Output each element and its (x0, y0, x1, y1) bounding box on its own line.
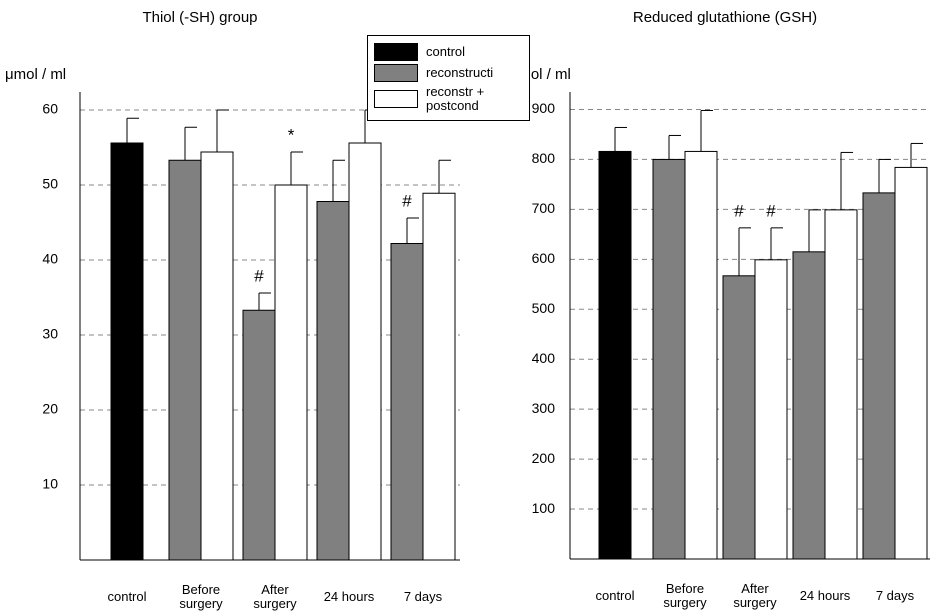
y-tick-label: 300 (532, 400, 556, 416)
x-tick-label: control (595, 588, 635, 603)
legend-swatch (374, 90, 418, 108)
y-tick-label: 200 (532, 450, 556, 466)
y-tick-label: 20 (42, 401, 58, 417)
legend-swatch (374, 43, 418, 61)
bar (348, 142, 382, 561)
bar (652, 158, 686, 560)
legend-label: reconstr + postcond (426, 84, 485, 113)
bar (754, 259, 788, 560)
x-tick-label: control (107, 589, 147, 604)
y-tick-label: 500 (532, 300, 556, 316)
y-tick-label: 900 (532, 100, 556, 116)
x-tick-label: 24 hours (323, 589, 375, 604)
y-tick-label: 40 (42, 251, 58, 267)
bar (274, 184, 308, 561)
y-tick-label: 30 (42, 326, 58, 342)
legend-label: reconstructi (426, 65, 494, 80)
annotation: # (402, 191, 412, 210)
legend-label: control (426, 44, 466, 59)
y-tick-label: 60 (42, 101, 58, 117)
y-tick-label: 100 (532, 500, 556, 516)
annotation: * (288, 125, 295, 144)
bar (792, 251, 826, 560)
annotation: # (766, 201, 776, 220)
bar (722, 275, 756, 560)
x-tick-label: After surgery (733, 581, 777, 610)
bar (824, 209, 858, 560)
chart-title: Reduced glutathione (GSH) (633, 9, 817, 26)
y-tick-label: 400 (532, 350, 556, 366)
legend: control reconstructi reconstr + postcond (367, 35, 530, 121)
bar (598, 150, 632, 560)
legend-entry: reconstr + postcond (374, 85, 523, 113)
annotation: # (254, 266, 264, 285)
x-tick-label: Before surgery (663, 581, 707, 610)
x-tick-label: 24 hours (799, 588, 851, 603)
y-tick-label: 600 (532, 250, 556, 266)
x-tick-label: After surgery (253, 582, 297, 611)
y-tick-label: 10 (42, 476, 58, 492)
y-tick-label: 50 (42, 176, 58, 192)
bar (684, 150, 718, 560)
y-tick-label: 800 (532, 150, 556, 166)
bar (390, 243, 424, 561)
y-tick-label: 700 (532, 200, 556, 216)
bar (862, 192, 896, 560)
legend-entry: control (374, 43, 523, 61)
bar (200, 151, 234, 561)
bar (242, 309, 276, 561)
legend-entry: reconstructi (374, 64, 523, 82)
annotation: # (734, 201, 744, 220)
bar (422, 192, 456, 561)
bar (894, 166, 928, 560)
chart-title: Thiol (-SH) group (142, 9, 257, 26)
bar (168, 159, 202, 561)
bar (110, 142, 144, 561)
x-tick-label: 7 days (403, 589, 443, 604)
legend-swatch (374, 64, 418, 82)
bar (316, 201, 350, 561)
y-axis-label: μmol / ml (5, 66, 66, 83)
x-tick-label: Before surgery (179, 582, 223, 611)
x-tick-label: 7 days (875, 588, 915, 603)
